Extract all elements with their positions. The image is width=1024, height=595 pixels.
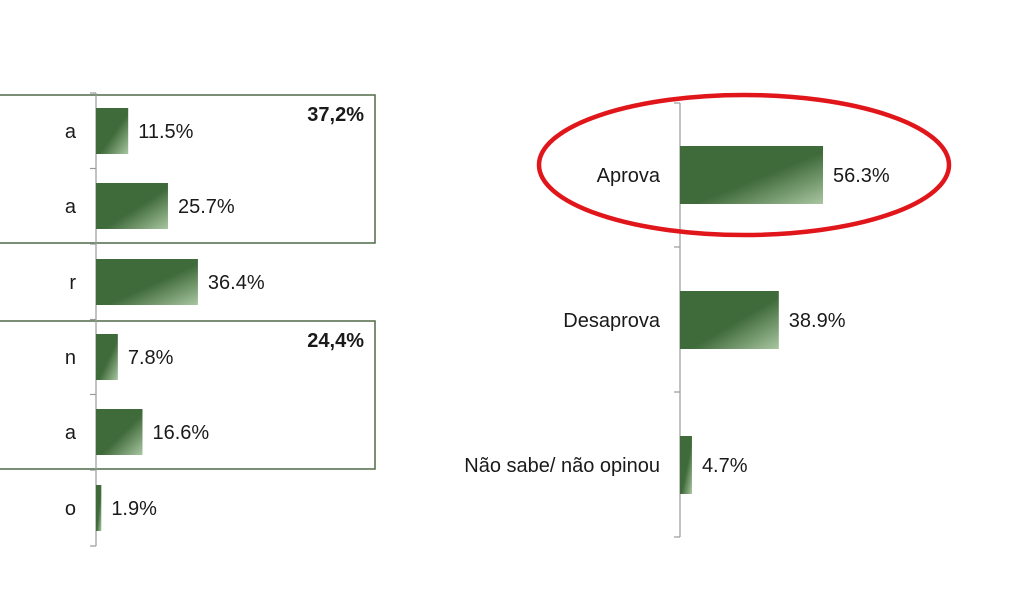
- group-total-label: 24,4%: [307, 330, 364, 352]
- category-label: a: [65, 422, 77, 444]
- bar: [680, 291, 779, 349]
- group-box: [0, 320, 376, 470]
- highlight-ellipse: [536, 92, 952, 238]
- value-label: 4.7%: [702, 455, 748, 477]
- value-label: 11.5%: [138, 121, 193, 143]
- bar: [96, 108, 129, 154]
- left-bar-chart: 37,2% 24,4% a 11.5% a 25.7% r 36.4% n 7.8% a 16.6% o…: [0, 92, 376, 547]
- category-label: n: [65, 347, 76, 369]
- value-label: 16.6%: [152, 422, 209, 444]
- group-box: [0, 94, 376, 244]
- category-label: Desaprova: [563, 310, 661, 332]
- value-label: 1.9%: [111, 498, 157, 520]
- bar: [96, 485, 102, 531]
- bar: [680, 436, 692, 494]
- group-total-label: 37,2%: [307, 104, 364, 126]
- category-label: a: [65, 121, 77, 143]
- bar: [96, 183, 168, 229]
- value-label: 36.4%: [208, 272, 265, 294]
- bar: [680, 146, 824, 204]
- category-label: a: [65, 196, 77, 218]
- right-bar-chart: Aprova 56.3% Desaprova 38.9% Não sabe/ não o…: [464, 92, 952, 538]
- value-label: 7.8%: [128, 347, 174, 369]
- category-label: r: [69, 272, 76, 294]
- bar: [96, 259, 198, 305]
- category-label: Aprova: [597, 165, 661, 187]
- category-label: Não sabe/ não opinou: [464, 455, 660, 477]
- value-label: 25.7%: [178, 196, 235, 218]
- value-label: 38.9%: [789, 310, 846, 332]
- bar: [96, 334, 118, 380]
- bar: [96, 409, 143, 455]
- value-label: 56.3%: [833, 165, 890, 187]
- category-label: o: [65, 498, 76, 520]
